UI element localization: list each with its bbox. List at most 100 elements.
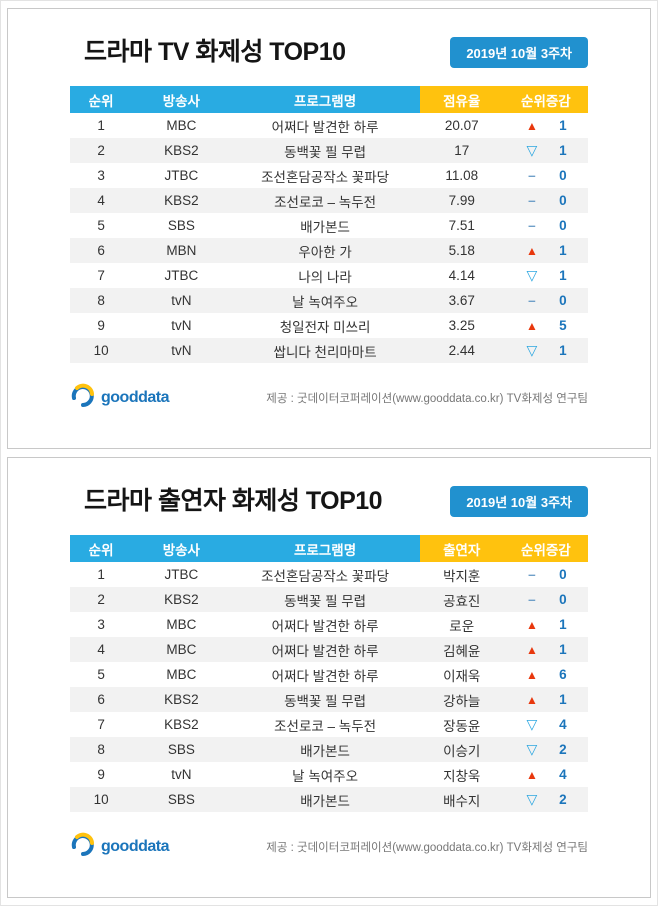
program-cell: 조선혼담공작소 꽃파당 xyxy=(261,568,390,584)
rank-change-cell: ▽ 2 xyxy=(504,737,588,762)
table-row: 8 tvN 날 녹여주오 3.67–0 xyxy=(70,288,588,313)
value-cell: 이승기 xyxy=(443,743,481,759)
table-header-row: 순위 방송사 프로그램명 점유율 순위증감 xyxy=(70,86,588,113)
rank-change-cell: –0 xyxy=(504,587,588,612)
credit-text: 제공 : 굿데이터코퍼레이션(www.gooddata.co.kr) TV화제성… xyxy=(266,841,588,854)
broadcaster-cell: SBS xyxy=(167,792,195,807)
gooddata-logo: gooddata xyxy=(70,832,170,861)
program-cell: 청일전자 미쓰리 xyxy=(279,319,371,335)
broadcaster-cell: KBS2 xyxy=(164,592,199,607)
program-cell: 조선혼담공작소 꽃파당 xyxy=(261,169,390,185)
table-row: 4 KBS2 조선로코 – 녹두전 7.99–0 xyxy=(70,188,588,213)
tv-topicality-panel: 드라마 TV 화제성 TOP10 2019년 10월 3주차 순위 방송사 프로그램… xyxy=(7,8,651,449)
value-cell: 로운 xyxy=(449,618,475,634)
value-cell: 7.99 xyxy=(448,193,475,208)
value-cell: 이재욱 xyxy=(443,668,481,684)
column-header: 순위증감 xyxy=(503,535,588,562)
rank-cell: 3 xyxy=(97,617,105,632)
table-row: 5 MBC 어쩌다 발견한 하루 이재욱 ▲ 6 xyxy=(70,662,588,687)
rank-cell: 10 xyxy=(93,343,109,358)
rank-change-cell: ▲ 1 xyxy=(504,687,588,712)
column-header: 점유율 xyxy=(419,86,504,113)
rank-change-cell: ▲ 4 xyxy=(504,762,588,787)
program-cell: 날 녹여주오 xyxy=(292,294,359,310)
program-cell: 날 녹여주오 xyxy=(292,768,359,784)
up-indicator-icon: ▲ xyxy=(525,768,538,782)
change-value: 1 xyxy=(559,118,567,133)
rank-cell: 3 xyxy=(97,168,105,183)
rank-cell: 4 xyxy=(97,642,105,657)
program-cell: 조선로코 – 녹두전 xyxy=(274,718,377,734)
broadcaster-cell: KBS2 xyxy=(164,193,199,208)
broadcaster-cell: MBN xyxy=(166,243,197,258)
broadcaster-cell: JTBC xyxy=(164,268,199,283)
change-value: 4 xyxy=(559,767,567,782)
program-cell: 어쩌다 발견한 하루 xyxy=(271,119,379,135)
rank-change-cell: ▽ 4 xyxy=(504,712,588,737)
program-cell: 어쩌다 발견한 하루 xyxy=(271,618,379,634)
broadcaster-cell: SBS xyxy=(167,218,195,233)
up-indicator-icon: ▲ xyxy=(525,643,538,657)
change-value: 0 xyxy=(559,293,567,308)
change-value: 1 xyxy=(559,343,567,358)
table-row: 2 KBS2 동백꽃 필 무렵 공효진 –0 xyxy=(70,587,588,612)
broadcaster-cell: MBC xyxy=(166,617,197,632)
broadcaster-cell: JTBC xyxy=(164,567,199,582)
table-row: 7 JTBC 나의 나라 4.14 ▽ 1 xyxy=(70,263,588,288)
rank-change-cell: –0 xyxy=(504,213,588,238)
rank-change-cell: ▽ 1 xyxy=(504,263,588,288)
value-cell: 4.14 xyxy=(448,268,475,283)
credit-text: 제공 : 굿데이터코퍼레이션(www.gooddata.co.kr) TV화제성… xyxy=(266,392,588,405)
change-value: 1 xyxy=(559,692,567,707)
up-indicator-icon: ▲ xyxy=(525,319,538,333)
change-value: 1 xyxy=(559,243,567,258)
rank-cell: 2 xyxy=(97,143,105,158)
program-cell: 동백꽃 필 무렵 xyxy=(284,144,367,160)
program-cell: 동백꽃 필 무렵 xyxy=(284,693,367,709)
table-row: 8 SBS 배가본드 이승기 ▽ 2 xyxy=(70,737,588,762)
change-value: 6 xyxy=(559,667,567,682)
program-cell: 동백꽃 필 무렵 xyxy=(284,593,367,609)
change-value: 0 xyxy=(559,592,567,607)
table-body: 1 MBC 어쩌다 발견한 하루 20.07 ▲ 1 2 KBS2 동백꽃 필 무렵 17 ▽ 1 3 J… xyxy=(70,113,588,363)
value-cell: 3.25 xyxy=(448,318,475,333)
program-cell: 어쩌다 발견한 하루 xyxy=(271,643,379,659)
panel-footer: gooddata 제공 : 굿데이터코퍼레이션(www.gooddata.co.… xyxy=(70,383,588,412)
gooddata-logo-icon xyxy=(70,832,96,861)
column-header: 순위증감 xyxy=(503,86,588,113)
table-row: 3 MBC 어쩌다 발견한 하루 로운 ▲ 1 xyxy=(70,612,588,637)
rank-change-cell: ▲ 1 xyxy=(504,113,588,138)
value-cell: 지창욱 xyxy=(443,768,481,784)
value-cell: 17 xyxy=(454,143,470,158)
rank-change-cell: –0 xyxy=(504,562,588,587)
value-cell: 11.08 xyxy=(445,168,479,183)
value-cell: 공효진 xyxy=(443,593,481,609)
rank-cell: 9 xyxy=(97,767,105,782)
table-row: 4 MBC 어쩌다 발견한 하루 김혜윤 ▲ 1 xyxy=(70,637,588,662)
up-indicator-icon: ▲ xyxy=(525,244,538,258)
gooddata-logo-text: gooddata xyxy=(101,388,170,406)
flat-indicator-icon: – xyxy=(528,218,536,233)
rank-change-cell: ▲ 1 xyxy=(504,238,588,263)
program-cell: 우아한 가 xyxy=(298,244,352,260)
rank-change-cell: ▲ 5 xyxy=(504,313,588,338)
up-indicator-icon: ▲ xyxy=(525,618,538,632)
panel-footer: gooddata 제공 : 굿데이터코퍼레이션(www.gooddata.co.… xyxy=(70,832,588,861)
table-body: 1 JTBC 조선혼담공작소 꽃파당 박지훈 –0 2 KBS2 동백꽃 필 무렵 공효진 –0 3… xyxy=(70,562,588,812)
change-value: 1 xyxy=(559,617,567,632)
cast-topicality-panel: 드라마 출연자 화제성 TOP10 2019년 10월 3주차 순위 방송사 프로그… xyxy=(7,457,651,898)
broadcaster-cell: MBC xyxy=(166,642,197,657)
table-row: 10 tvN 쌉니다 천리마마트 2.44 ▽ 1 xyxy=(70,338,588,363)
down-indicator-icon: ▽ xyxy=(526,142,538,158)
column-header: 프로그램명 xyxy=(230,535,420,562)
rank-change-cell: ▽ 2 xyxy=(504,787,588,812)
broadcaster-cell: tvN xyxy=(171,767,192,782)
table-row: 6 MBN 우아한 가 5.18 ▲ 1 xyxy=(70,238,588,263)
broadcaster-cell: KBS2 xyxy=(164,717,199,732)
page-title: 드라마 출연자 화제성 TOP10 xyxy=(84,487,383,515)
flat-indicator-icon: – xyxy=(528,193,536,208)
program-cell: 조선로코 – 녹두전 xyxy=(274,194,377,210)
value-cell: 배수지 xyxy=(443,793,481,809)
table-row: 1 MBC 어쩌다 발견한 하루 20.07 ▲ 1 xyxy=(70,113,588,138)
